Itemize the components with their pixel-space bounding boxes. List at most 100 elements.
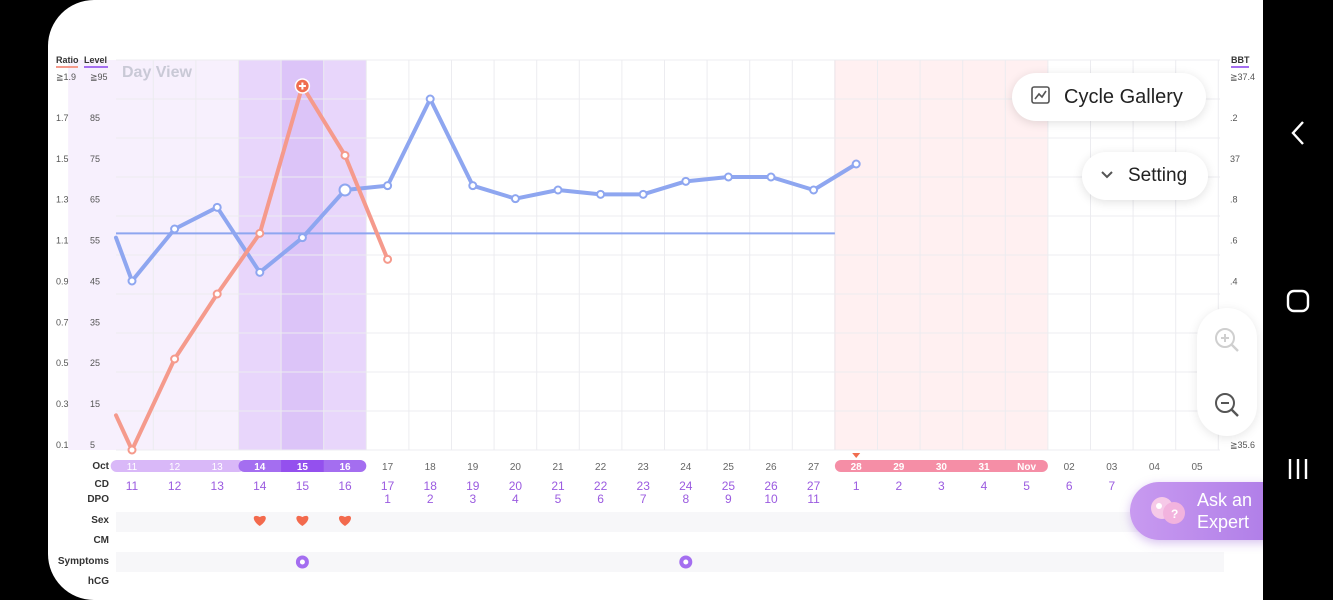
bbt-point[interactable] (681, 176, 691, 186)
zoom-out-icon[interactable] (1213, 391, 1241, 419)
bbt-point[interactable] (638, 189, 648, 199)
cycle-gallery-button[interactable]: Cycle Gallery (1012, 73, 1206, 121)
cycle-day-label: 26 (764, 479, 778, 493)
bbt-point[interactable] (468, 181, 478, 191)
date-label[interactable]: 29 (893, 462, 905, 473)
date-label[interactable]: 23 (638, 462, 650, 473)
ratio-tick-label: 0.1 (56, 440, 69, 450)
record-row-bg (116, 512, 1224, 532)
level-point[interactable] (127, 445, 137, 455)
bbt-point[interactable] (766, 172, 776, 182)
zoom-controls (1197, 308, 1257, 436)
cycle-day-label: 19 (466, 479, 480, 493)
date-label[interactable]: 22 (595, 462, 607, 473)
date-label[interactable]: 04 (1149, 462, 1161, 473)
cycle-day-label: 13 (211, 479, 225, 493)
bbt-point[interactable] (170, 224, 180, 234)
heart-icon[interactable] (253, 515, 266, 526)
peak-plus-icon (298, 82, 306, 90)
bbt-point[interactable] (809, 185, 819, 195)
fertility-chart[interactable]: ≧1.91.71.51.31.10.90.70.50.30.1≧95857565… (48, 0, 1263, 600)
legend-ratio-swatch (56, 66, 78, 68)
view-label: Day View (122, 64, 193, 81)
back-icon[interactable] (1263, 118, 1333, 148)
dpo-label: 5 (555, 492, 562, 506)
date-label[interactable]: 24 (680, 462, 692, 473)
date-label[interactable]: 16 (339, 462, 351, 473)
date-label[interactable]: 05 (1191, 462, 1203, 473)
ratio-tick-label: 0.3 (56, 399, 69, 409)
level-point[interactable] (255, 228, 265, 238)
date-label[interactable]: 28 (851, 462, 863, 473)
level-tick-label: 85 (90, 113, 100, 123)
date-label[interactable]: Nov (1017, 462, 1036, 473)
date-label[interactable]: 17 (382, 462, 394, 473)
date-label[interactable]: 19 (467, 462, 479, 473)
level-point[interactable] (170, 354, 180, 364)
heart-icon[interactable] (296, 515, 309, 526)
cycle-day-label: 14 (253, 479, 267, 493)
date-label[interactable]: 25 (723, 462, 735, 473)
setting-button[interactable]: Setting (1082, 152, 1208, 200)
level-tick-label: 75 (90, 154, 100, 164)
cycle-day-label: 2 (895, 479, 902, 493)
date-pill-fertile (110, 460, 245, 472)
bbt-point[interactable] (425, 94, 435, 104)
home-icon[interactable] (1263, 286, 1333, 316)
symptom-icon-dot (299, 559, 305, 565)
date-label[interactable]: 15 (297, 462, 309, 473)
bbt-tick-label: .6 (1230, 236, 1238, 246)
date-label[interactable]: 02 (1064, 462, 1076, 473)
zoom-in-icon[interactable] (1213, 326, 1241, 354)
ask-expert-line1: Ask an (1197, 490, 1253, 510)
date-label[interactable]: 11 (127, 462, 138, 473)
ratio-tick-label: 1.3 (56, 195, 69, 205)
bbt-point[interactable] (723, 172, 733, 182)
dpo-label: 4 (512, 492, 519, 506)
bbt-point[interactable] (553, 185, 563, 195)
ratio-tick-label: 0.9 (56, 276, 69, 286)
level-point[interactable] (340, 150, 350, 160)
level-line-lead (114, 413, 134, 452)
row-label-cm: CM (93, 535, 109, 546)
bbt-tick-label: .8 (1230, 195, 1238, 205)
date-label[interactable]: 31 (978, 462, 990, 473)
level-point[interactable] (383, 254, 393, 264)
bbt-point[interactable] (127, 276, 137, 286)
bbt-tick-label: 37 (1230, 154, 1240, 164)
heart-icon[interactable] (338, 515, 352, 526)
level-point[interactable] (212, 289, 222, 299)
level-tick-label: 55 (90, 236, 100, 246)
bbt-point[interactable] (596, 189, 606, 199)
date-label[interactable]: 20 (510, 462, 522, 473)
dpo-label: 11 (807, 492, 820, 506)
bbt-point[interactable] (297, 233, 307, 243)
level-tick-label: 35 (90, 317, 100, 327)
cycle-day-label: 18 (424, 479, 438, 493)
recent-apps-icon[interactable] (1263, 454, 1333, 484)
legend-level: Level (84, 55, 107, 65)
date-label[interactable]: 13 (212, 462, 224, 473)
bbt-point[interactable] (212, 202, 222, 212)
bbt-point[interactable] (255, 267, 265, 277)
cycle-day-label: 15 (296, 479, 310, 493)
ask-expert-button[interactable]: ? Ask an Expert (1130, 482, 1263, 540)
legend-bbt: BBT (1231, 55, 1250, 65)
date-label[interactable]: 03 (1106, 462, 1118, 473)
legend-ratio: Ratio (56, 55, 79, 65)
date-label[interactable]: 12 (169, 462, 181, 473)
bbt-point[interactable] (510, 194, 520, 204)
bbt-point[interactable] (383, 181, 393, 191)
date-label[interactable]: 30 (936, 462, 948, 473)
cycle-day-label: 6 (1066, 479, 1073, 493)
date-label[interactable]: 27 (808, 462, 820, 473)
bbt-point[interactable] (851, 159, 861, 169)
date-label[interactable]: 21 (552, 462, 564, 473)
date-label[interactable]: 14 (254, 462, 266, 473)
bbt-point[interactable] (338, 183, 352, 197)
expert-chat-icon: ? (1148, 494, 1188, 528)
date-label[interactable]: 26 (765, 462, 777, 473)
app-screen: ≧1.9 1.7 1.5 1.3 1.1 0.9 0.7 0.5 0.3 0.1 ≧95 85 75 65… (48, 0, 1263, 600)
date-label[interactable]: 18 (425, 462, 437, 473)
legend-bbt-swatch (1231, 66, 1249, 68)
